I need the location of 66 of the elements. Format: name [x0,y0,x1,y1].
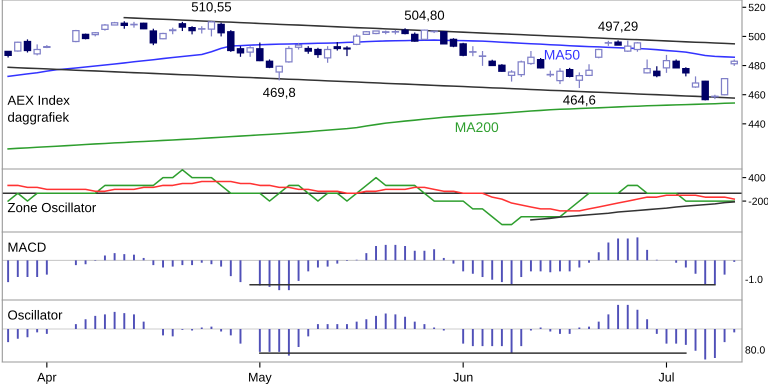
candlestick [236,46,244,58]
candlestick [178,21,186,32]
candlestick [208,20,216,38]
candlestick [576,72,584,89]
x-tick-label: May [249,372,272,384]
candlestick [469,46,477,57]
series-label: MA50 [544,50,580,60]
candlestick [643,58,651,74]
candlestick [198,26,206,34]
candlestick [682,66,690,77]
candlestick [701,80,709,102]
text: 80.0 [745,346,765,354]
y-tick-label: 480 [748,62,766,70]
annotation: 504,80 [404,10,444,22]
candlestick [518,60,525,78]
candlestick [440,30,448,46]
candlestick [314,47,322,58]
candlestick [508,70,516,82]
chart-title: MACD [8,242,46,252]
text: AEX Index [8,95,70,105]
candlestick [227,30,235,52]
line-series [530,201,736,221]
y-tick-label: 400 [748,174,766,182]
candlestick [33,44,41,56]
candlestick [411,32,418,42]
x-tick-label: Jun [453,372,472,382]
candlestick [692,76,700,88]
candlestick [478,50,486,66]
line-series [7,180,736,212]
x-tick-label: Jul [658,372,674,382]
y-tick-label: 520 [748,4,766,12]
candlestick [324,46,332,64]
annotation: 469,8 [263,88,296,99]
candlestick [246,46,254,58]
y-tick-label: 500 [748,32,766,40]
candlestick [150,28,158,46]
candlestick [566,67,574,78]
candlestick [653,66,661,78]
text: -1.0 [745,276,762,284]
x-tick-label: Apr [37,372,56,384]
candlestick [556,68,564,85]
candlestick [624,40,632,52]
candlestick [672,58,680,70]
candlestick [285,46,293,64]
candlestick [720,77,728,96]
candlestick [275,64,283,82]
candlestick [343,46,351,57]
annotation: 497,29 [598,21,638,32]
candlestick [527,50,535,66]
candlestick [72,29,80,43]
line-series [7,169,736,226]
text: Zone Oscillator [8,202,96,212]
annotation: 464,6 [563,95,596,106]
candlestick [662,54,670,74]
candlestick [24,38,32,54]
series-label: MA200 [456,122,498,132]
candlestick [546,70,554,78]
candlestick [256,42,264,62]
y-tick-label: 460 [748,91,766,99]
annotation: 510,55 [192,2,232,14]
line-series [7,39,736,78]
candlestick [634,41,642,52]
candlestick [217,22,225,38]
chart-title: Oscillator [8,310,62,320]
y-tick-label: 440 [748,120,766,128]
text: daggrafiek [8,112,70,124]
